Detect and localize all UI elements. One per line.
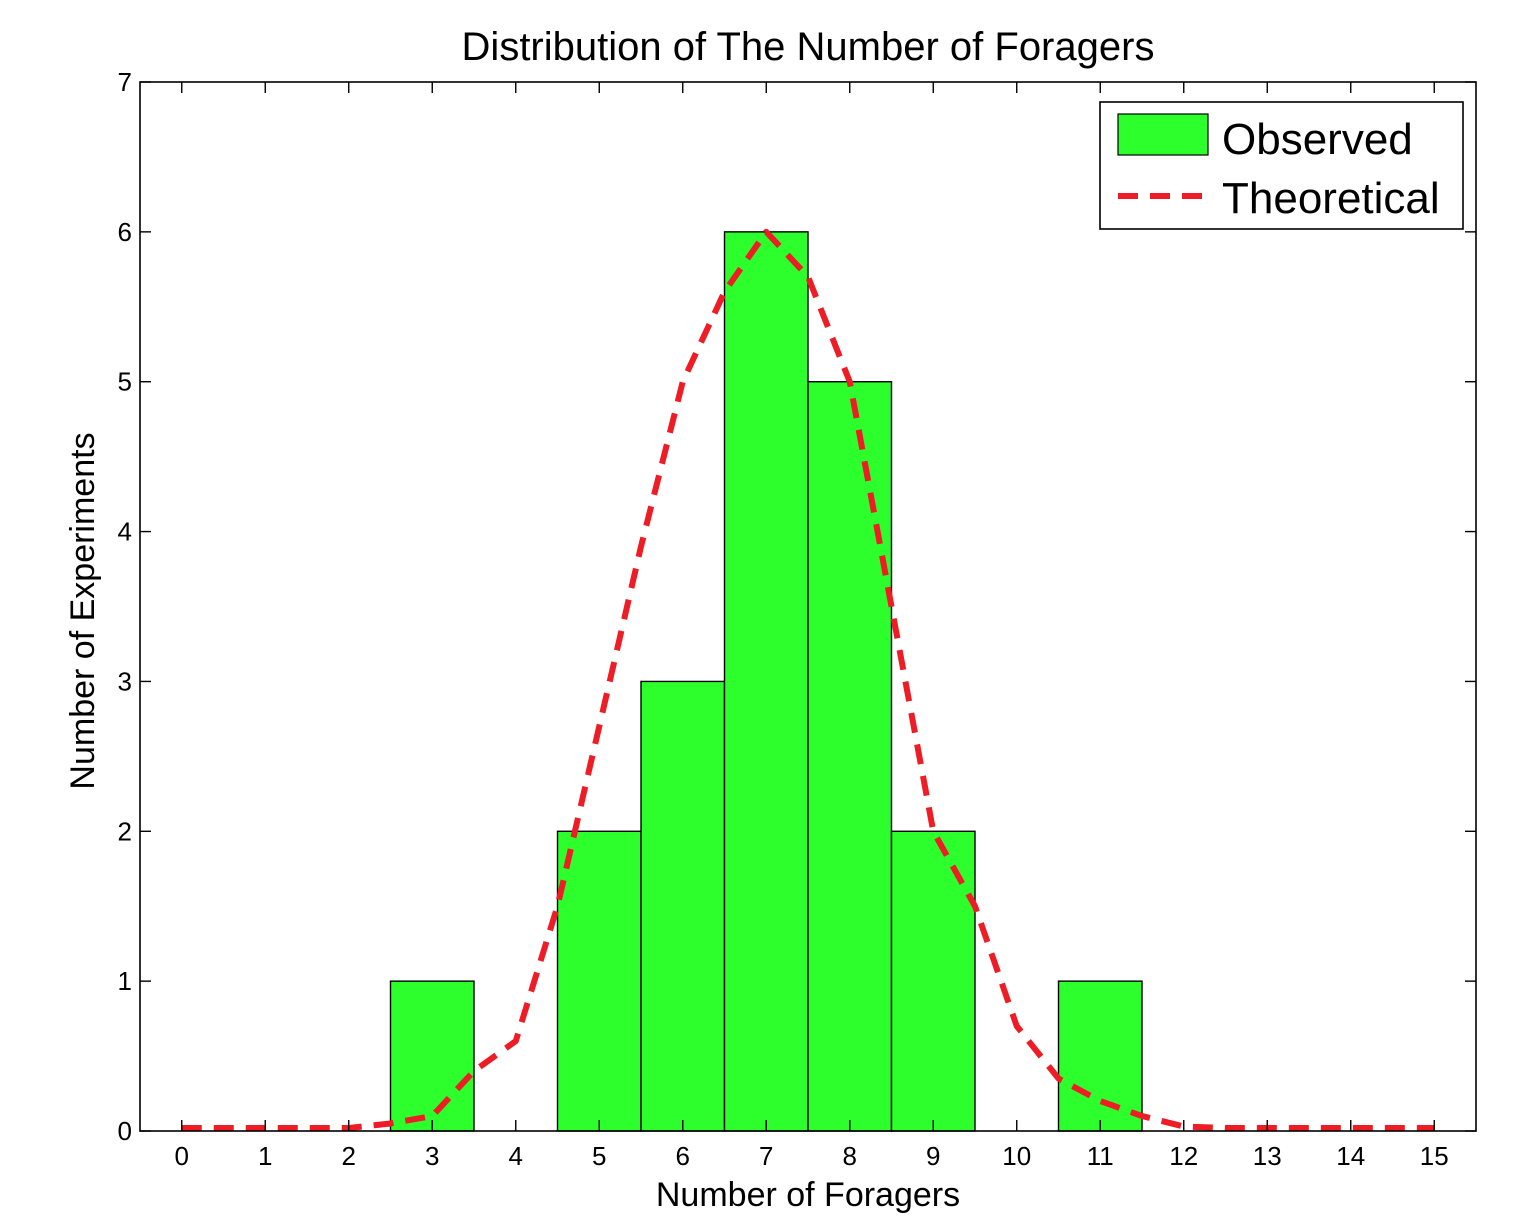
- x-tick-label-8: 8: [843, 1141, 857, 1171]
- bars-group: [389, 231, 1143, 1132]
- theoretical-line-group: [181, 228, 1435, 1132]
- y-tick-label-1: 1: [118, 966, 132, 996]
- x-tick-label-13: 13: [1253, 1141, 1282, 1171]
- y-tick-label-0: 0: [118, 1116, 132, 1146]
- y-tick-label-5: 5: [118, 367, 132, 397]
- y-tick-label-6: 6: [118, 217, 132, 247]
- x-tick-label-9: 9: [926, 1141, 940, 1171]
- y-tick-label-3: 3: [118, 666, 132, 696]
- y-axis-title: Number of Experiments: [64, 432, 102, 789]
- x-tick-label-12: 12: [1169, 1141, 1198, 1171]
- bar-11: [1057, 980, 1143, 1132]
- legend-swatch-observed: [1117, 113, 1209, 156]
- x-tick-label-7: 7: [759, 1141, 773, 1171]
- plot-frame: [139, 81, 1477, 1132]
- x-tick-label-3: 3: [425, 1141, 439, 1171]
- bar-3: [389, 980, 475, 1132]
- bar-9: [890, 830, 976, 1132]
- x-tick-label-4: 4: [509, 1141, 523, 1171]
- bar-7: [723, 231, 809, 1132]
- y-tick-label-7: 7: [118, 67, 132, 97]
- bar-6: [640, 680, 726, 1132]
- x-tick-label-14: 14: [1336, 1141, 1365, 1171]
- x-tick-label-2: 2: [342, 1141, 356, 1171]
- x-tick-label-5: 5: [592, 1141, 606, 1171]
- y-tick-label-2: 2: [118, 816, 132, 846]
- legend-label-theoretical: Theoretical: [1222, 174, 1440, 223]
- x-tick-label-10: 10: [1002, 1141, 1031, 1171]
- bar-5: [556, 830, 642, 1132]
- chart-title: Distribution of The Number of Foragers: [462, 25, 1155, 69]
- x-tick-label-6: 6: [676, 1141, 690, 1171]
- x-axis-title: Number of Foragers: [656, 1176, 960, 1214]
- x-tick-label-1: 1: [258, 1141, 272, 1171]
- x-tick-label-0: 0: [175, 1141, 189, 1171]
- theoretical-line: [181, 228, 1435, 1132]
- y-tick-label-4: 4: [118, 517, 132, 547]
- x-tick-label-11: 11: [1087, 1141, 1114, 1171]
- x-tick-label-15: 15: [1420, 1141, 1449, 1171]
- bar-8: [807, 381, 893, 1132]
- legend-label-observed: Observed: [1222, 115, 1413, 164]
- legend: Observed Theoretical: [1099, 101, 1464, 230]
